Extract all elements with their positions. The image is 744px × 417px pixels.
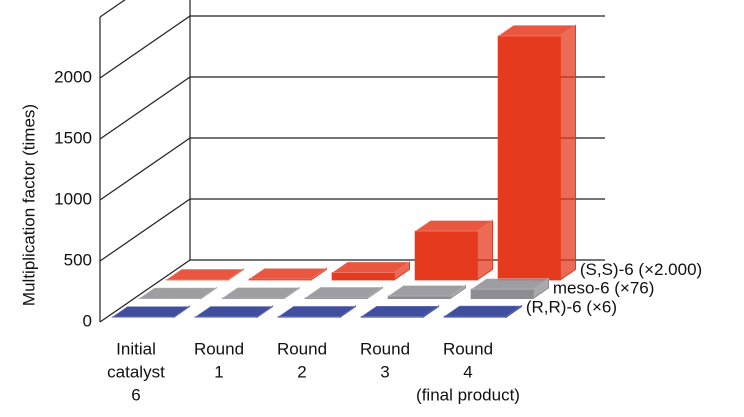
bar-front [497, 35, 561, 281]
bar-side [559, 24, 576, 281]
x-tick-label: 3 [380, 362, 389, 381]
bar-top [413, 220, 495, 232]
bar-front [331, 272, 395, 281]
bar-top [386, 284, 468, 297]
bar-top [137, 287, 219, 299]
x-tick-label: catalyst [107, 362, 165, 381]
bar-top [469, 278, 551, 290]
bar [359, 305, 441, 318]
bar-top [442, 305, 524, 317]
bar [469, 277, 551, 300]
y-tick-label: 500 [64, 250, 92, 269]
bar [386, 284, 468, 300]
bar [442, 304, 524, 318]
x-tick-label: Initial [116, 339, 156, 358]
bar [303, 286, 385, 300]
bar-front [470, 288, 534, 299]
bar [137, 286, 219, 300]
bar [220, 286, 302, 300]
x-tick-label: 2 [297, 362, 306, 381]
bar [330, 261, 412, 281]
x-tick-label: Round [194, 339, 244, 358]
bar-top [496, 24, 578, 37]
x-tick-label: (final product) [416, 385, 520, 404]
bar-top [303, 286, 385, 299]
y-tick-label: 1000 [54, 189, 92, 208]
bar-top [164, 268, 246, 281]
bar [413, 219, 495, 281]
bar-front [414, 230, 478, 281]
y-axis-title: Multiplication factor (times) [19, 104, 38, 306]
bar-top [193, 305, 275, 318]
bar-top [220, 287, 302, 299]
x-tick-label: Round [443, 339, 493, 358]
bar-top [359, 305, 441, 318]
y-tick-label: 2000 [54, 67, 92, 86]
grid-line [99, 15, 605, 79]
legend-label: meso-6 (×76) [553, 279, 655, 298]
bar [193, 305, 275, 318]
x-tick-label: 4 [463, 362, 472, 381]
legend-label: (S,S)-6 (×2.000) [580, 260, 702, 279]
top-wall-edge [99, 0, 126, 18]
bar [110, 305, 192, 318]
y-tick-label: 1500 [54, 128, 92, 147]
bar [164, 268, 246, 281]
bar-top [276, 305, 358, 318]
y-tick-label: 0 [83, 311, 92, 330]
x-tick-label: Round [360, 339, 410, 358]
bar [276, 305, 358, 318]
bar-top [110, 305, 192, 318]
bar [247, 267, 329, 281]
legend-label: (R,R)-6 (×6) [526, 297, 617, 316]
bar-top [247, 267, 329, 280]
bar-top [330, 261, 412, 274]
grid-line [99, 76, 605, 140]
bar [496, 24, 578, 281]
grid-line [99, 137, 605, 201]
grid-line [99, 198, 605, 262]
x-tick-label: 6 [131, 385, 140, 404]
x-tick-label: Round [277, 339, 327, 358]
x-tick-label: 1 [214, 362, 223, 381]
